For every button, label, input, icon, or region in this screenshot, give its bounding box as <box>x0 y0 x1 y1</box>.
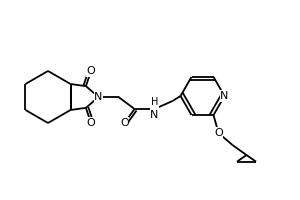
Text: N: N <box>220 91 229 101</box>
Text: O: O <box>120 118 129 128</box>
Text: O: O <box>87 66 95 76</box>
Text: N: N <box>94 92 103 102</box>
Text: O: O <box>87 118 95 128</box>
Text: O: O <box>214 128 223 138</box>
Text: H: H <box>151 97 158 107</box>
Text: H
N: H N <box>151 98 158 120</box>
Text: N: N <box>150 110 159 120</box>
